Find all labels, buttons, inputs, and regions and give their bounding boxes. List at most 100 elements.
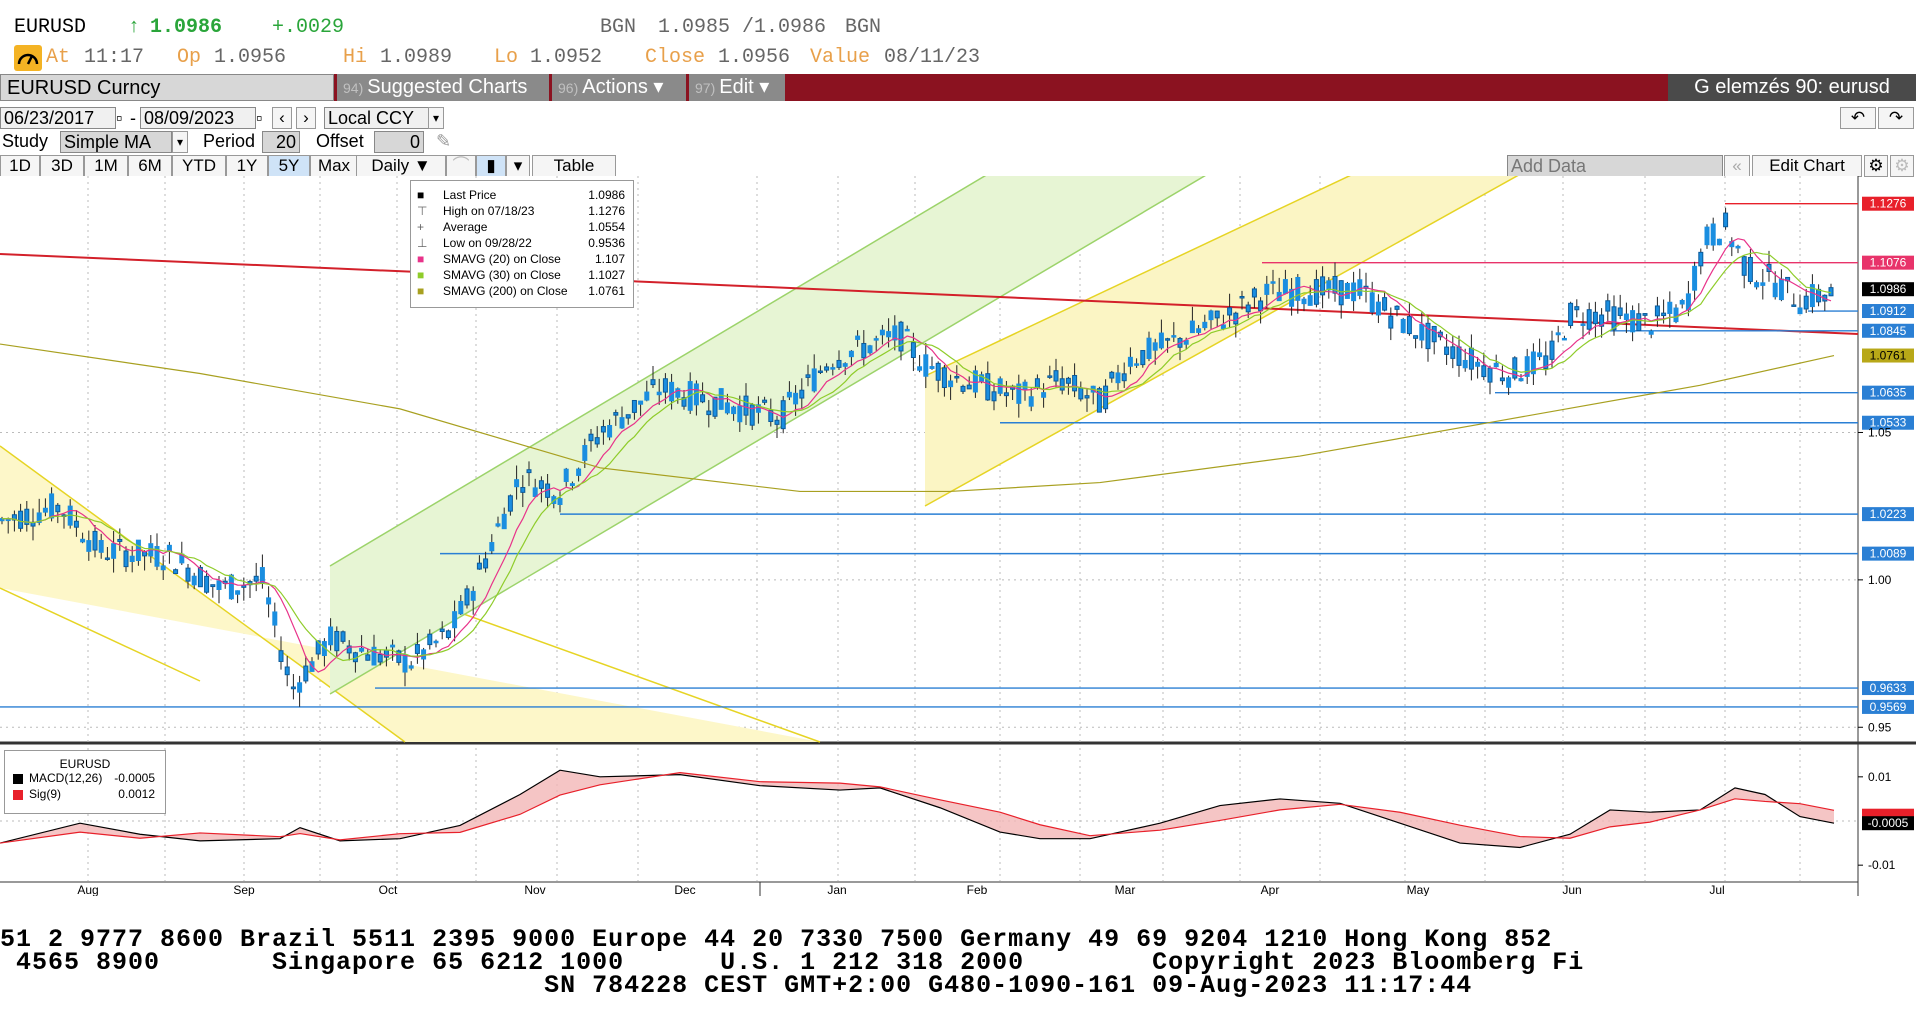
quote-detail-row: At 11:17 Op 1.0956 Hi 1.0989 Lo 1.0952 C… (0, 44, 1916, 73)
security-field[interactable]: EURUSD Curncy (0, 74, 334, 101)
ticker-line-1: 51 2 9777 8600 Brazil 5511 2395 9000 Eur… (0, 925, 1553, 954)
actions-menu[interactable]: 96) Actions ▾ (552, 74, 686, 101)
candle (886, 331, 892, 338)
month-label: Oct (379, 883, 398, 896)
candle (1078, 387, 1084, 400)
end-date-field[interactable]: 08/09/2023 (140, 107, 256, 129)
next-period-button[interactable]: › (296, 107, 316, 129)
candle (259, 567, 265, 584)
legend-item: ■ SMAVG (30) on Close 1.1027 (411, 267, 633, 283)
candle (1487, 367, 1493, 383)
range-button-6m[interactable]: 6M (128, 155, 172, 177)
axis-tick-label: 1.00 (1868, 573, 1892, 587)
chevron-down-icon-style[interactable]: ▾ (506, 155, 530, 177)
candle (18, 510, 24, 529)
chart-settings-icon[interactable]: ⚙ (1864, 155, 1888, 177)
candle (873, 338, 879, 341)
offset-input[interactable]: 0 (374, 131, 424, 153)
macd-legend[interactable]: EURUSD MACD(12,26) -0.0005 Sig(9) 0.0012 (4, 750, 166, 814)
legend-swatch: ⊥ (417, 236, 428, 250)
legend-value: 1.0761 (588, 284, 625, 298)
gear-icon[interactable]: ⚙ (1890, 155, 1914, 177)
study-type-select[interactable]: Simple MA (60, 131, 172, 153)
candle (36, 512, 42, 523)
collapse-icon[interactable]: « (1724, 155, 1750, 177)
redo-icon[interactable]: ↷ (1878, 107, 1914, 129)
candle (811, 368, 817, 392)
candle (817, 370, 823, 373)
range-button-5y[interactable]: 5Y (268, 155, 310, 177)
candle (1828, 287, 1834, 297)
start-date-field[interactable]: 06/23/2017 (0, 107, 116, 129)
legend-label: Low on 09/28/22 (443, 236, 532, 250)
candle (799, 389, 805, 399)
range-button-1d[interactable]: 1D (0, 155, 40, 177)
candle (1555, 332, 1561, 336)
candle (272, 611, 278, 626)
period-input[interactable]: 20 (262, 131, 300, 153)
range-button-1m[interactable]: 1M (84, 155, 128, 177)
frequency-select[interactable]: Daily ▼ (356, 155, 446, 177)
range-button-max[interactable]: Max (310, 155, 358, 177)
candle (1741, 256, 1747, 276)
candle (867, 345, 873, 354)
prev-period-button[interactable]: ‹ (272, 107, 292, 129)
candle (960, 385, 966, 392)
candle (1146, 337, 1152, 359)
axis-tick-label: 0.95 (1868, 720, 1892, 734)
candle (656, 391, 662, 396)
price-label-bg (1862, 282, 1914, 297)
range-button-ytd[interactable]: YTD (172, 155, 226, 177)
add-data-input[interactable]: Add Data (1507, 155, 1723, 177)
range-button-1y[interactable]: 1Y (226, 155, 268, 177)
range-button-3d[interactable]: 3D (40, 155, 84, 177)
candle (346, 645, 352, 654)
chart-legend[interactable]: ■ Last Price 1.0986 ⊤ High on 07/18/23 1.1276… (410, 180, 634, 308)
table-button[interactable]: Table (532, 155, 616, 177)
workspace-title: G elemzés 90: eurusd (1668, 74, 1916, 101)
line-style-icon[interactable]: ⌒ (446, 155, 476, 177)
smavg-200-line (0, 343, 1835, 493)
candle (334, 630, 340, 652)
candle (904, 328, 910, 332)
candle (607, 424, 613, 438)
axis-tick-label: 1.05 (1868, 425, 1892, 439)
suggested-charts-button[interactable]: 94) Suggested Charts (337, 74, 549, 101)
candle (917, 366, 923, 371)
candle-style-icon[interactable]: ▮ (476, 155, 506, 177)
price-chart[interactable]: 1.1276 1.1076 1.0986 1.0912 1.0845 1.0761 1.06… (0, 176, 1916, 896)
price-label: 1.0089 (1870, 547, 1907, 561)
candle (1394, 305, 1400, 310)
candle (923, 354, 929, 377)
chevron-down-icon[interactable]: ▾ (428, 107, 444, 129)
candle (576, 468, 582, 476)
candle (1034, 378, 1040, 388)
macd-line (0, 769, 1835, 849)
candle (972, 370, 978, 393)
macd-value-label-bg (1862, 816, 1914, 831)
candle (123, 550, 129, 568)
candle (619, 417, 625, 429)
undo-icon[interactable]: ↶ (1840, 107, 1876, 129)
candle (1493, 362, 1499, 368)
candle (1710, 223, 1716, 246)
pencil-icon[interactable]: ✎ (436, 131, 452, 151)
legend-value: 1.0554 (588, 220, 625, 234)
edit-menu[interactable]: 97) Edit ▾ (689, 74, 785, 101)
calendar-icon-2[interactable]: ▫ (256, 108, 263, 128)
currency-select[interactable]: Local CCY (324, 107, 444, 129)
price-label-bg (1862, 681, 1914, 696)
candle (1481, 365, 1487, 378)
candle (408, 665, 414, 669)
candle (185, 567, 191, 582)
signal-label: Sig(9) (29, 787, 62, 801)
speedometer-icon[interactable] (14, 45, 42, 71)
candle (1332, 275, 1338, 294)
candle (210, 584, 216, 588)
candle (563, 468, 569, 482)
calendar-icon[interactable]: ▫ (116, 108, 123, 128)
legend-item: ■ SMAVG (20) on Close 1.107 (411, 251, 633, 267)
edit-chart-button[interactable]: Edit Chart (1752, 155, 1862, 177)
candle (861, 342, 867, 359)
chevron-down-icon-study[interactable]: ▾ (172, 131, 188, 153)
